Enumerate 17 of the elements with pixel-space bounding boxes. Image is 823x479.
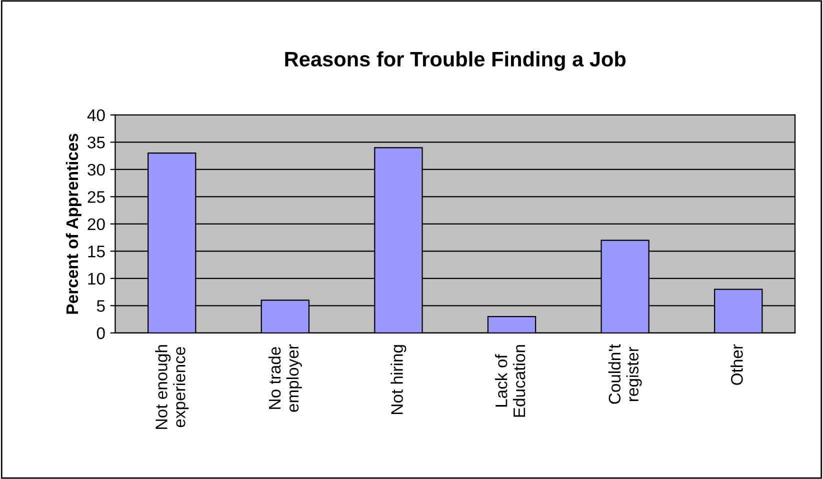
y-tick-label: 25 xyxy=(88,191,105,203)
y-tick-label: 15 xyxy=(88,246,105,258)
chart-title: Reasons for Trouble Finding a Job xyxy=(285,51,626,71)
y-tick-label: 0 xyxy=(96,327,105,340)
y-tick-label: 40 xyxy=(87,109,105,122)
x-tick-label: Other xyxy=(730,344,743,385)
x-tick-label: Lack of Education xyxy=(495,345,526,417)
x-tick-label: Not enough experience xyxy=(155,345,189,429)
x-tick-label: Not hiring xyxy=(390,345,406,414)
y-tick-label: 35 xyxy=(88,136,105,148)
y-tick-label: 20 xyxy=(88,218,105,230)
x-tick-label: Couldn't register xyxy=(608,344,642,404)
y-tick-label: 30 xyxy=(88,164,105,176)
y-tick-label: 5 xyxy=(96,300,105,312)
x-tick-label: No trade employer xyxy=(268,344,302,412)
y-axis-title: Percent of Apprentices xyxy=(66,134,82,314)
y-tick-label: 10 xyxy=(88,272,105,285)
